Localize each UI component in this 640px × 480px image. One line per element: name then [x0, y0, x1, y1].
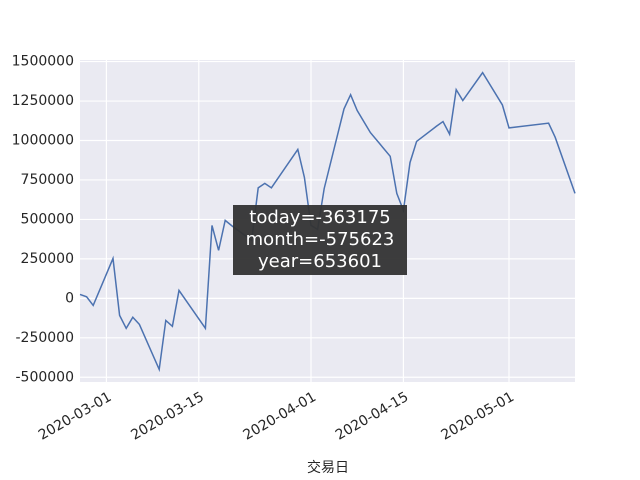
tooltip-line: month=-575623 — [246, 229, 395, 250]
tooltip: today=-363175 month=-575623 year=653601 — [233, 205, 407, 275]
y-tick-label: 500000 — [21, 211, 74, 227]
y-tick-label: 1250000 — [12, 93, 74, 109]
y-tick-label: -250000 — [16, 330, 75, 346]
grid — [80, 60, 575, 382]
marks — [79, 71, 576, 373]
x-axis-label: 交易日 — [307, 459, 349, 476]
y-tick-label: 1500000 — [12, 54, 74, 70]
x-tick-label: 2020-04-01 — [241, 389, 319, 444]
y-tick-label: 250000 — [21, 251, 74, 267]
x-tick-label: 2020-05-01 — [439, 389, 517, 444]
line-series — [79, 71, 576, 373]
y-tick-label: -500000 — [16, 369, 75, 385]
y-tick-label: 750000 — [21, 172, 74, 188]
y-tick-label: 0 — [65, 290, 74, 306]
tooltip-box — [233, 205, 407, 275]
tooltip-line: today=-363175 — [249, 207, 390, 228]
x-tick-label: 2020-03-01 — [36, 389, 114, 444]
x-tick-label: 2020-04-15 — [333, 389, 411, 444]
x-tick-label: 2020-03-15 — [128, 389, 206, 444]
tooltip-line: year=653601 — [258, 251, 382, 272]
y-tick-label: 1000000 — [12, 133, 74, 149]
